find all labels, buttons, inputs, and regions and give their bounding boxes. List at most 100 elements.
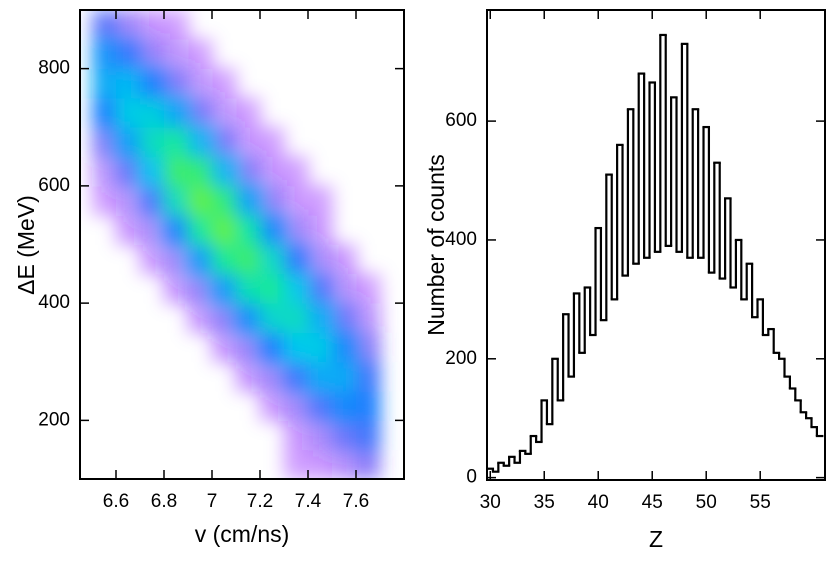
heat-cell xyxy=(92,215,117,245)
heat-cell xyxy=(356,303,381,333)
heat-cell xyxy=(212,39,237,69)
heat-cell xyxy=(260,156,285,187)
y-axis-label: ΔE (MeV) xyxy=(13,195,39,295)
heat-cell xyxy=(140,391,165,421)
x-tick-label: 6.6 xyxy=(103,491,129,512)
heat-cell xyxy=(332,10,357,40)
heat-cell xyxy=(284,273,309,304)
heat-cell xyxy=(356,69,381,99)
y-tick-label: 800 xyxy=(38,58,70,79)
heat-cell xyxy=(284,10,309,40)
heat-cell xyxy=(260,244,285,275)
heat-cell xyxy=(284,449,309,479)
heat-cell xyxy=(164,215,189,245)
heat-cell xyxy=(164,391,189,421)
heat-cell xyxy=(92,127,117,158)
heat-cell xyxy=(308,98,333,128)
heat-cell xyxy=(236,39,261,69)
heat-cell xyxy=(116,274,141,304)
heat-cell xyxy=(164,273,189,304)
heat-cell xyxy=(308,244,333,275)
heat-cell xyxy=(164,185,189,216)
heat-cell xyxy=(212,391,237,421)
heatmap-area xyxy=(92,10,381,480)
heat-cell xyxy=(116,185,141,216)
heat-cell xyxy=(236,450,261,480)
heat-cell xyxy=(284,156,309,187)
x-tick-label: 7 xyxy=(207,491,218,512)
heat-cell xyxy=(260,450,285,480)
heat-cell xyxy=(212,362,237,392)
x-tick-label: 7.2 xyxy=(247,491,273,512)
heat-cell xyxy=(356,127,381,157)
heat-cell xyxy=(260,39,285,69)
heat-cell xyxy=(284,303,309,333)
heat-cell xyxy=(188,127,213,158)
heat-cell xyxy=(260,185,285,216)
heat-cell xyxy=(164,244,189,275)
y-tick-label: 0 xyxy=(466,467,477,488)
heat-cell xyxy=(236,215,261,245)
heat-cell xyxy=(284,185,309,216)
heat-cell xyxy=(332,69,357,99)
heat-cell xyxy=(188,273,213,304)
heat-cell xyxy=(308,39,333,69)
heat-cell xyxy=(212,68,237,99)
heat-cell xyxy=(260,303,285,333)
heat-cell xyxy=(284,127,309,157)
heat-cell xyxy=(188,185,213,216)
x-tick-label: 7.4 xyxy=(295,491,322,512)
heat-cell xyxy=(308,215,333,245)
heat-cell xyxy=(356,245,381,275)
heat-cell xyxy=(236,69,261,99)
heat-cell xyxy=(260,332,285,363)
heat-cell xyxy=(140,156,165,187)
heat-cell xyxy=(308,449,333,479)
heat-cell xyxy=(116,68,141,99)
heat-cell xyxy=(332,273,357,304)
heat-cell xyxy=(356,186,381,216)
x-tick-label: 6.8 xyxy=(151,491,177,512)
heat-cell xyxy=(332,127,357,157)
x-tick-label: 35 xyxy=(534,492,555,513)
x-tick-label: 7.6 xyxy=(343,491,369,512)
heat-cell xyxy=(140,127,165,158)
heat-cell xyxy=(236,420,261,450)
heat-cell xyxy=(356,391,381,421)
heat-cell xyxy=(236,127,261,158)
y-tick-label: 400 xyxy=(445,229,477,250)
heat-cell xyxy=(188,39,213,70)
heat-cell xyxy=(284,215,309,245)
y-tick-label: 600 xyxy=(38,175,70,196)
heat-cell xyxy=(92,362,117,392)
heat-cell xyxy=(308,361,333,392)
plot-frame xyxy=(79,9,405,480)
heat-cell xyxy=(260,391,285,421)
heat-cell xyxy=(332,39,357,69)
heat-cell xyxy=(356,39,381,69)
heat-cell xyxy=(332,244,357,275)
heat-cell xyxy=(164,39,189,70)
heat-cell xyxy=(140,303,165,333)
heat-cell xyxy=(188,215,213,245)
heat-cell xyxy=(116,420,141,450)
heat-cell xyxy=(284,244,309,275)
heat-cell xyxy=(332,186,357,216)
heat-cell xyxy=(140,97,165,128)
heat-cell xyxy=(284,361,309,392)
heat-cell xyxy=(284,391,309,421)
heat-cell xyxy=(164,10,189,40)
heat-cell xyxy=(260,98,285,128)
heat-cell xyxy=(236,97,261,128)
heat-cell xyxy=(140,39,165,70)
heat-cell xyxy=(116,97,141,128)
heat-cell xyxy=(236,273,261,304)
heat-cell xyxy=(116,450,141,480)
heat-cell xyxy=(308,69,333,99)
heat-cell xyxy=(140,332,165,362)
heat-cell xyxy=(164,68,189,99)
y-axis-label: Number of counts xyxy=(423,154,449,336)
heat-cell xyxy=(260,215,285,245)
heat-cell xyxy=(212,303,237,333)
heat-cell xyxy=(188,362,213,392)
